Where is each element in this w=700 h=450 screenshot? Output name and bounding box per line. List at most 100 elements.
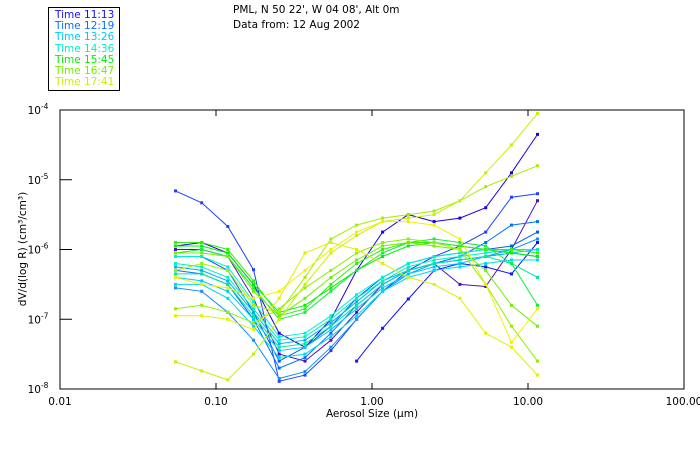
data-point <box>432 262 436 265</box>
data-point <box>458 251 462 255</box>
data-point <box>303 275 307 279</box>
data-point <box>303 356 307 360</box>
data-point <box>510 324 513 328</box>
data-point <box>536 192 539 196</box>
data-point <box>174 314 177 318</box>
data-point <box>329 328 333 332</box>
data-point <box>252 296 255 300</box>
series-line <box>356 242 538 362</box>
data-point <box>406 268 410 272</box>
data-point <box>355 234 359 237</box>
data-point <box>329 321 333 325</box>
data-point <box>277 296 281 300</box>
legend-entry: Time 14:36 <box>55 42 115 55</box>
data-point <box>277 359 281 363</box>
data-point <box>252 279 255 283</box>
data-point <box>277 366 281 370</box>
data-point <box>432 220 436 224</box>
data-point <box>277 289 281 293</box>
data-point <box>484 244 488 248</box>
data-point <box>303 359 307 363</box>
data-point <box>406 216 410 220</box>
y-axis-label: dV/d(log R) (cm³/cm³) <box>17 192 29 306</box>
data-point <box>510 272 513 276</box>
data-point <box>484 331 488 335</box>
data-point <box>484 255 488 258</box>
data-point <box>458 244 462 248</box>
data-point <box>510 244 513 248</box>
data-point <box>510 303 513 307</box>
data-point <box>458 199 462 203</box>
data-point <box>303 268 307 272</box>
data-point <box>226 275 230 279</box>
data-point <box>432 282 436 286</box>
data-point <box>303 282 307 286</box>
data-point <box>200 268 204 272</box>
data-point <box>355 300 359 304</box>
x-tick-label: 0.10 <box>204 396 227 408</box>
data-point <box>174 268 177 272</box>
data-point <box>536 303 539 307</box>
data-point <box>432 223 436 227</box>
data-point <box>432 265 436 269</box>
data-point <box>355 293 359 297</box>
data-point <box>329 248 333 251</box>
data-point <box>252 289 255 293</box>
data-point <box>536 230 539 234</box>
data-point <box>458 237 462 241</box>
data-point <box>174 286 177 290</box>
data-point <box>226 317 230 321</box>
data-point <box>174 189 177 193</box>
series-20 <box>174 112 539 382</box>
data-point <box>174 241 177 244</box>
data-point <box>432 244 436 248</box>
series-10 <box>174 258 539 360</box>
data-point <box>381 251 385 255</box>
data-point <box>277 307 281 311</box>
data-point <box>355 230 359 234</box>
data-point <box>484 241 488 244</box>
data-point <box>458 255 462 258</box>
data-point <box>303 310 307 314</box>
data-point <box>510 345 513 349</box>
data-point <box>484 282 488 286</box>
data-point <box>329 331 333 335</box>
x-axis-label: Aerosol Size (μm) <box>326 408 418 420</box>
data-point <box>329 237 333 241</box>
data-point <box>226 268 230 272</box>
data-point <box>200 282 204 286</box>
y-tick-label: 10-5 <box>28 172 49 187</box>
data-point <box>484 206 488 210</box>
data-point <box>303 345 307 349</box>
data-point <box>510 174 513 178</box>
data-point <box>200 248 204 251</box>
data-point <box>200 314 204 318</box>
data-point <box>381 255 385 258</box>
data-point <box>510 340 513 344</box>
data-point <box>536 199 539 203</box>
data-point <box>510 248 513 251</box>
series-12 <box>174 255 539 349</box>
data-point <box>200 251 204 255</box>
x-tick-label: 1.00 <box>360 396 383 408</box>
legend-entry: Time 16:47 <box>55 65 115 78</box>
data-point <box>381 244 385 248</box>
data-point <box>536 237 539 241</box>
data-point <box>200 303 204 307</box>
data-point <box>200 201 204 205</box>
data-point <box>355 258 359 262</box>
data-point <box>277 314 281 318</box>
data-point <box>303 303 307 307</box>
data-point <box>226 251 230 255</box>
data-point <box>329 338 333 342</box>
data-point <box>458 282 462 286</box>
series-19 <box>174 164 539 314</box>
data-point <box>277 379 281 383</box>
series-18 <box>174 237 539 363</box>
data-point <box>536 112 539 115</box>
data-point <box>381 241 385 244</box>
data-point <box>355 296 359 300</box>
data-point <box>252 300 255 304</box>
data-point <box>458 248 462 251</box>
data-point <box>174 248 177 251</box>
